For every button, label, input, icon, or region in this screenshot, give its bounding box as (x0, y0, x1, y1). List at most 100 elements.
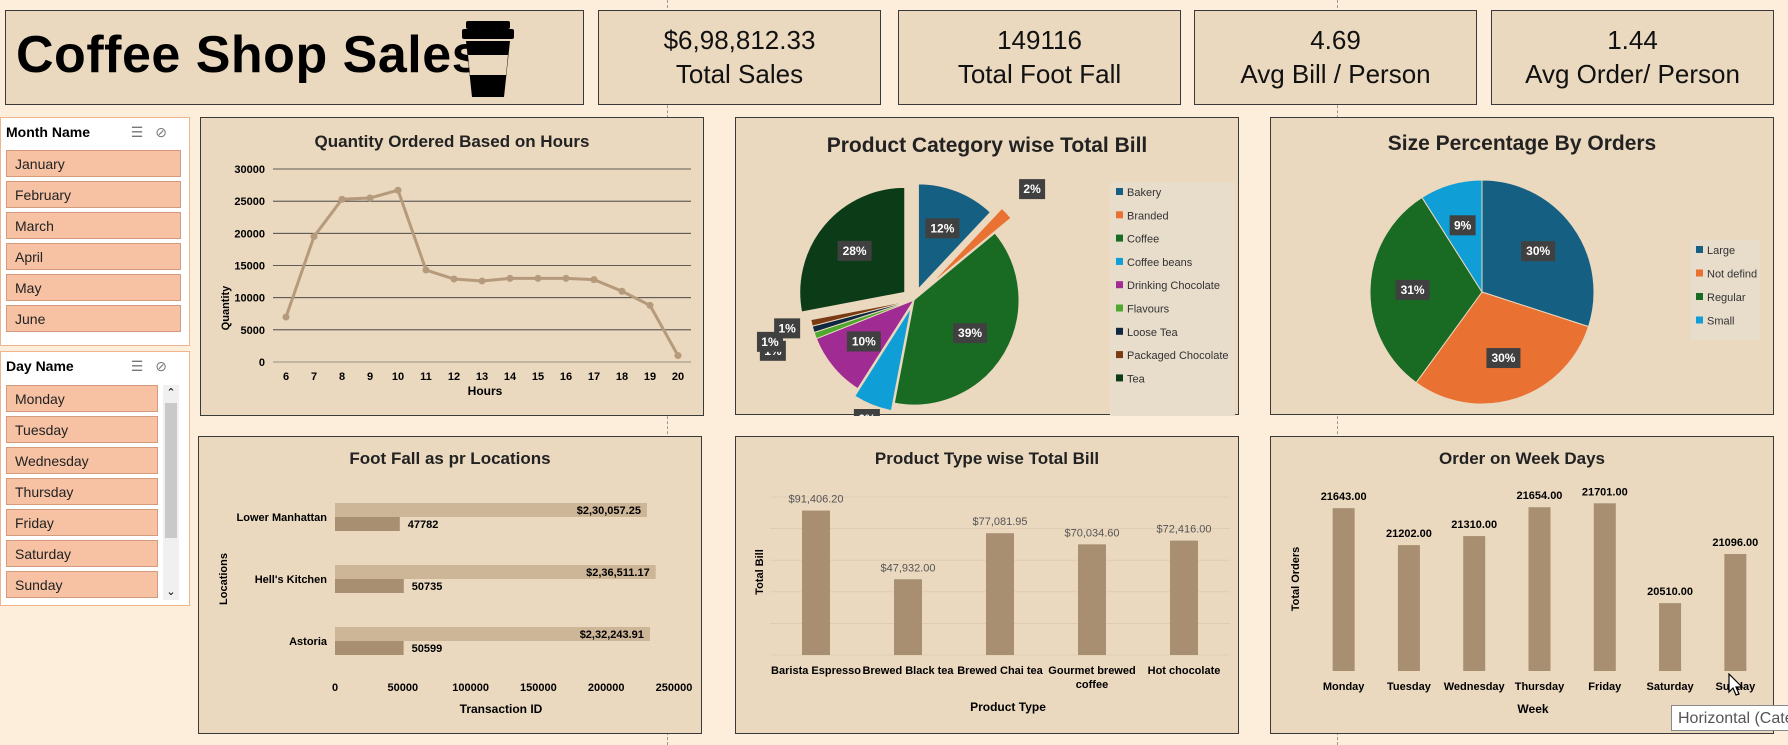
category-label: Wednesday (1444, 681, 1506, 693)
slicer-item[interactable]: June (6, 305, 181, 332)
x-tick-label: 15 (532, 371, 544, 383)
category-label: Brewed Black tea (862, 665, 954, 677)
bar (1528, 507, 1551, 671)
clear-filter-icon[interactable]: ⊘ (155, 358, 179, 374)
slicer-header: Day Name (6, 358, 74, 374)
axis-title-y: Total Orders (1290, 547, 1302, 612)
x-tick-label: 13 (476, 371, 488, 383)
bar (1078, 544, 1106, 655)
slicer-item[interactable]: February (6, 181, 181, 208)
data-label: 10% (852, 334, 876, 348)
slicer-item[interactable]: Monday (6, 385, 158, 412)
scrollbar-thumb[interactable] (165, 403, 177, 538)
x-tick-label: 150000 (520, 682, 557, 694)
pie-slice (893, 232, 1020, 406)
data-label: $70,034.60 (1064, 527, 1119, 539)
slicer-item[interactable]: Thursday (6, 478, 158, 505)
data-point (590, 276, 598, 284)
slicer-item[interactable]: April (6, 243, 181, 270)
axis-title-x: Transaction ID (460, 702, 543, 716)
category-label: Lower Manhattan (237, 512, 328, 524)
multi-select-icon[interactable]: ☰ (130, 124, 156, 140)
slicer-scrollbar[interactable]: ⌃ ⌄ (163, 385, 179, 600)
kpi-label: Total Sales (675, 59, 804, 89)
slicer-item[interactable]: Wednesday (6, 447, 158, 474)
data-label: $72,416.00 (1156, 524, 1211, 536)
kpi-label: Avg Order/ Person (1525, 59, 1740, 89)
chart-title: Size Percentage By Orders (1387, 132, 1657, 155)
legend-label: Flavours (1127, 304, 1170, 316)
data-label: 50735 (412, 581, 443, 593)
foot-fall-chart[interactable]: Foot Fall as pr Locations Locations Tran… (198, 436, 702, 734)
data-label: 30% (1526, 244, 1550, 258)
data-point (310, 233, 318, 241)
data-label-box (846, 331, 881, 352)
x-tick-label: 250000 (656, 682, 693, 694)
data-label: 31% (1401, 283, 1425, 297)
data-label: 2% (1023, 182, 1041, 196)
x-tick-label: 16 (560, 371, 572, 383)
legend-marker (1696, 316, 1703, 324)
scroll-up-icon[interactable]: ⌃ (166, 387, 176, 399)
legend-marker (1696, 293, 1703, 300)
pie-slice (854, 307, 912, 412)
slicer-item[interactable]: Saturday (6, 540, 158, 567)
data-label: 21310.00 (1451, 519, 1497, 531)
axis-title-y: Quantity (220, 285, 232, 330)
slicer-item[interactable]: March (6, 212, 181, 239)
kpi-total-sales: $6,98,812.33 Total Sales (598, 10, 881, 105)
clear-filter-icon[interactable]: ⊘ (155, 124, 179, 140)
bar (335, 641, 404, 655)
data-point (282, 313, 290, 321)
x-tick-label: 8 (339, 371, 345, 383)
product-type-chart[interactable]: Product Type wise Total Bill Total Bill … (735, 436, 1239, 734)
y-tick-label: 5000 (241, 325, 265, 337)
data-label-box (1449, 215, 1476, 236)
slicer-item[interactable]: Friday (6, 509, 158, 536)
data-label: 6% (858, 412, 876, 416)
slicer-item[interactable]: May (6, 274, 181, 301)
axis-title-x: Week (1517, 702, 1548, 716)
size-pie-chart[interactable]: Size Percentage By Orders 30% Large 30% Not… (1270, 117, 1774, 415)
x-tick-label: 9 (367, 371, 373, 383)
data-label-box (1395, 279, 1430, 300)
category-label: Brewed Chai tea (957, 665, 1043, 677)
data-point (562, 274, 570, 282)
axis-title-y: Total Bill (754, 549, 766, 595)
data-label: $2,32,243.91 (580, 629, 644, 641)
quantity-hours-chart[interactable]: Quantity Ordered Based on Hours Quantity… (200, 117, 704, 416)
x-tick-label: 200000 (588, 682, 625, 694)
x-tick-label: 20 (672, 371, 684, 383)
data-point (366, 194, 374, 202)
category-pie-chart[interactable]: Product Category wise Total Bill 12% Bake… (735, 117, 1239, 416)
scroll-down-icon[interactable]: ⌄ (166, 586, 176, 598)
chart-title: Quantity Ordered Based on Hours (314, 132, 590, 151)
x-tick-label: 50000 (388, 682, 419, 694)
data-label: 21096.00 (1712, 537, 1758, 549)
chart-title: Product Type wise Total Bill (874, 449, 1100, 468)
category-label: Tuesday (1387, 681, 1432, 693)
bar (335, 517, 400, 531)
x-tick-label: 17 (588, 371, 600, 383)
slicer-item[interactable]: Tuesday (6, 416, 158, 443)
bar (1170, 540, 1198, 655)
legend-box (1110, 182, 1235, 416)
slicer-item[interactable]: Sunday (6, 571, 158, 598)
legend-marker (1116, 281, 1123, 289)
bar (335, 579, 404, 593)
x-tick-label: 18 (616, 371, 628, 383)
kpi-avg-bill: 4.69 Avg Bill / Person (1194, 10, 1477, 105)
y-tick-label: 20000 (234, 228, 265, 240)
legend-label: Bakery (1127, 187, 1162, 199)
multi-select-icon[interactable]: ☰ (130, 358, 156, 374)
y-tick-label: 0 (259, 357, 265, 369)
bar (335, 627, 650, 641)
bar (1593, 503, 1616, 671)
x-tick-label: 6 (283, 371, 289, 383)
legend-marker (1696, 269, 1703, 277)
category-label: Thursday (1515, 681, 1565, 693)
slicer-item[interactable]: January (6, 150, 181, 177)
legend-marker (1116, 351, 1123, 359)
weekday-orders-chart[interactable]: Order on Week Days Total Orders Week 216… (1270, 436, 1774, 734)
kpi-label: Total Foot Fall (957, 59, 1122, 89)
